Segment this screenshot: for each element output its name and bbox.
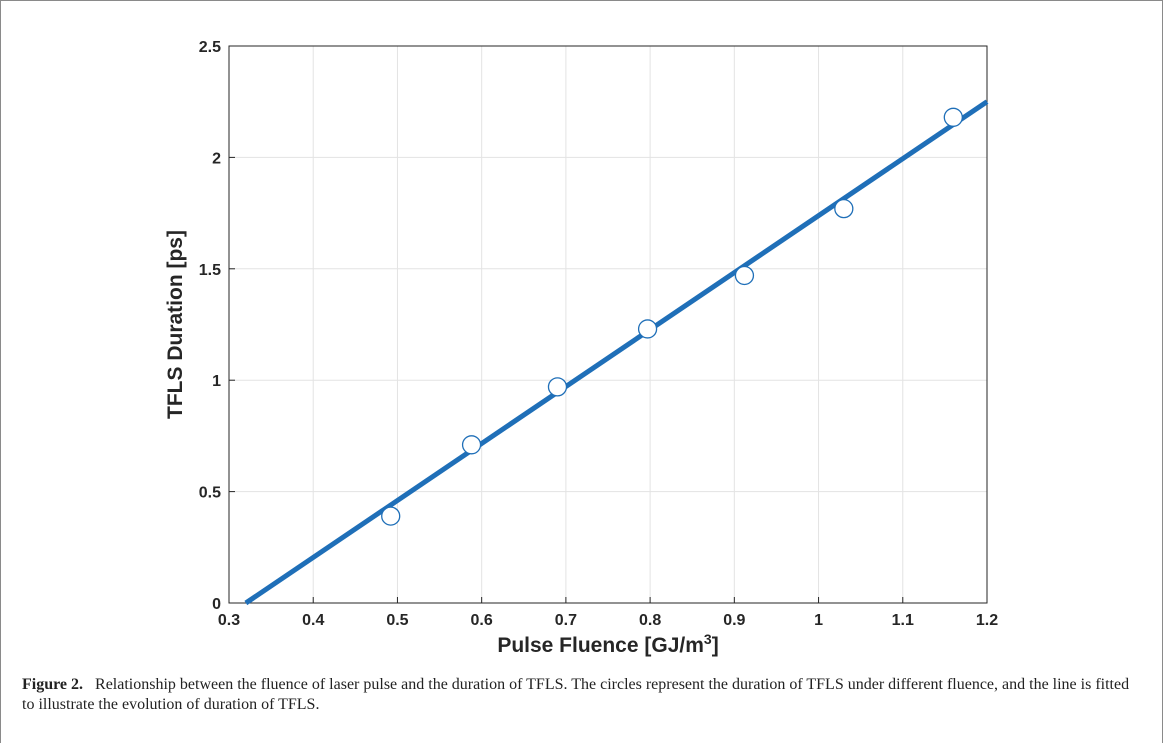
- chart: 0.3 0.4 0.5 0.6 0.7 0.8 0.9 1 1.1 1.2 0 0.5 1 1.5 2 2.…: [164, 39, 998, 657]
- x-tick-label: 0.9: [723, 612, 745, 629]
- axes-box: [228, 45, 988, 604]
- y-axis-label: TFLS Duration [ps]: [164, 230, 187, 419]
- data-point: [734, 265, 755, 286]
- x-tick-label: 1.1: [892, 612, 914, 629]
- x-axis-ticks: 0.3 0.4 0.5 0.6 0.7 0.8 0.9 1 1.1 1.2: [218, 597, 998, 629]
- x-tick-label: 1: [814, 612, 823, 629]
- x-tick-label: 0.8: [639, 612, 661, 629]
- fit-line: [244, 99, 989, 606]
- y-tick-label: 2: [212, 150, 221, 167]
- data-point: [461, 435, 482, 455]
- x-tick-label: 0.7: [555, 612, 577, 629]
- x-tick-label: 0.3: [218, 612, 240, 629]
- x-axis-label: Pulse Fluence [GJ/m3]: [497, 631, 718, 657]
- x-axis-label-sup: 3: [704, 631, 712, 647]
- figure-caption: Figure 2. Relationship between the fluen…: [22, 675, 1142, 715]
- y-tick-label: 0: [212, 596, 221, 613]
- y-tick-label: 1.5: [199, 262, 221, 279]
- x-tick-label: 0.5: [386, 612, 408, 629]
- x-axis-label-tail: ]: [712, 634, 719, 657]
- y-axis-ticks: 0 0.5 1 1.5 2 2.5: [199, 39, 235, 613]
- caption-label: Figure 2.: [22, 676, 84, 693]
- y-tick-label: 1: [212, 373, 221, 390]
- y-tick-label: 0.5: [199, 485, 221, 502]
- grid: [228, 45, 988, 604]
- data-point: [943, 107, 963, 127]
- x-tick-label: 0.6: [471, 612, 493, 629]
- data-point: [381, 506, 401, 526]
- data-point: [834, 198, 854, 219]
- data-point: [637, 319, 658, 339]
- data-point: [547, 377, 568, 397]
- caption-text: Relationship between the fluence of lase…: [22, 676, 1130, 713]
- y-tick-label: 2.5: [199, 39, 221, 56]
- series: [244, 99, 989, 606]
- x-tick-label: 1.2: [976, 612, 998, 629]
- x-axis-label-main: Pulse Fluence [GJ/m: [497, 634, 704, 657]
- x-tick-label: 0.4: [302, 612, 324, 629]
